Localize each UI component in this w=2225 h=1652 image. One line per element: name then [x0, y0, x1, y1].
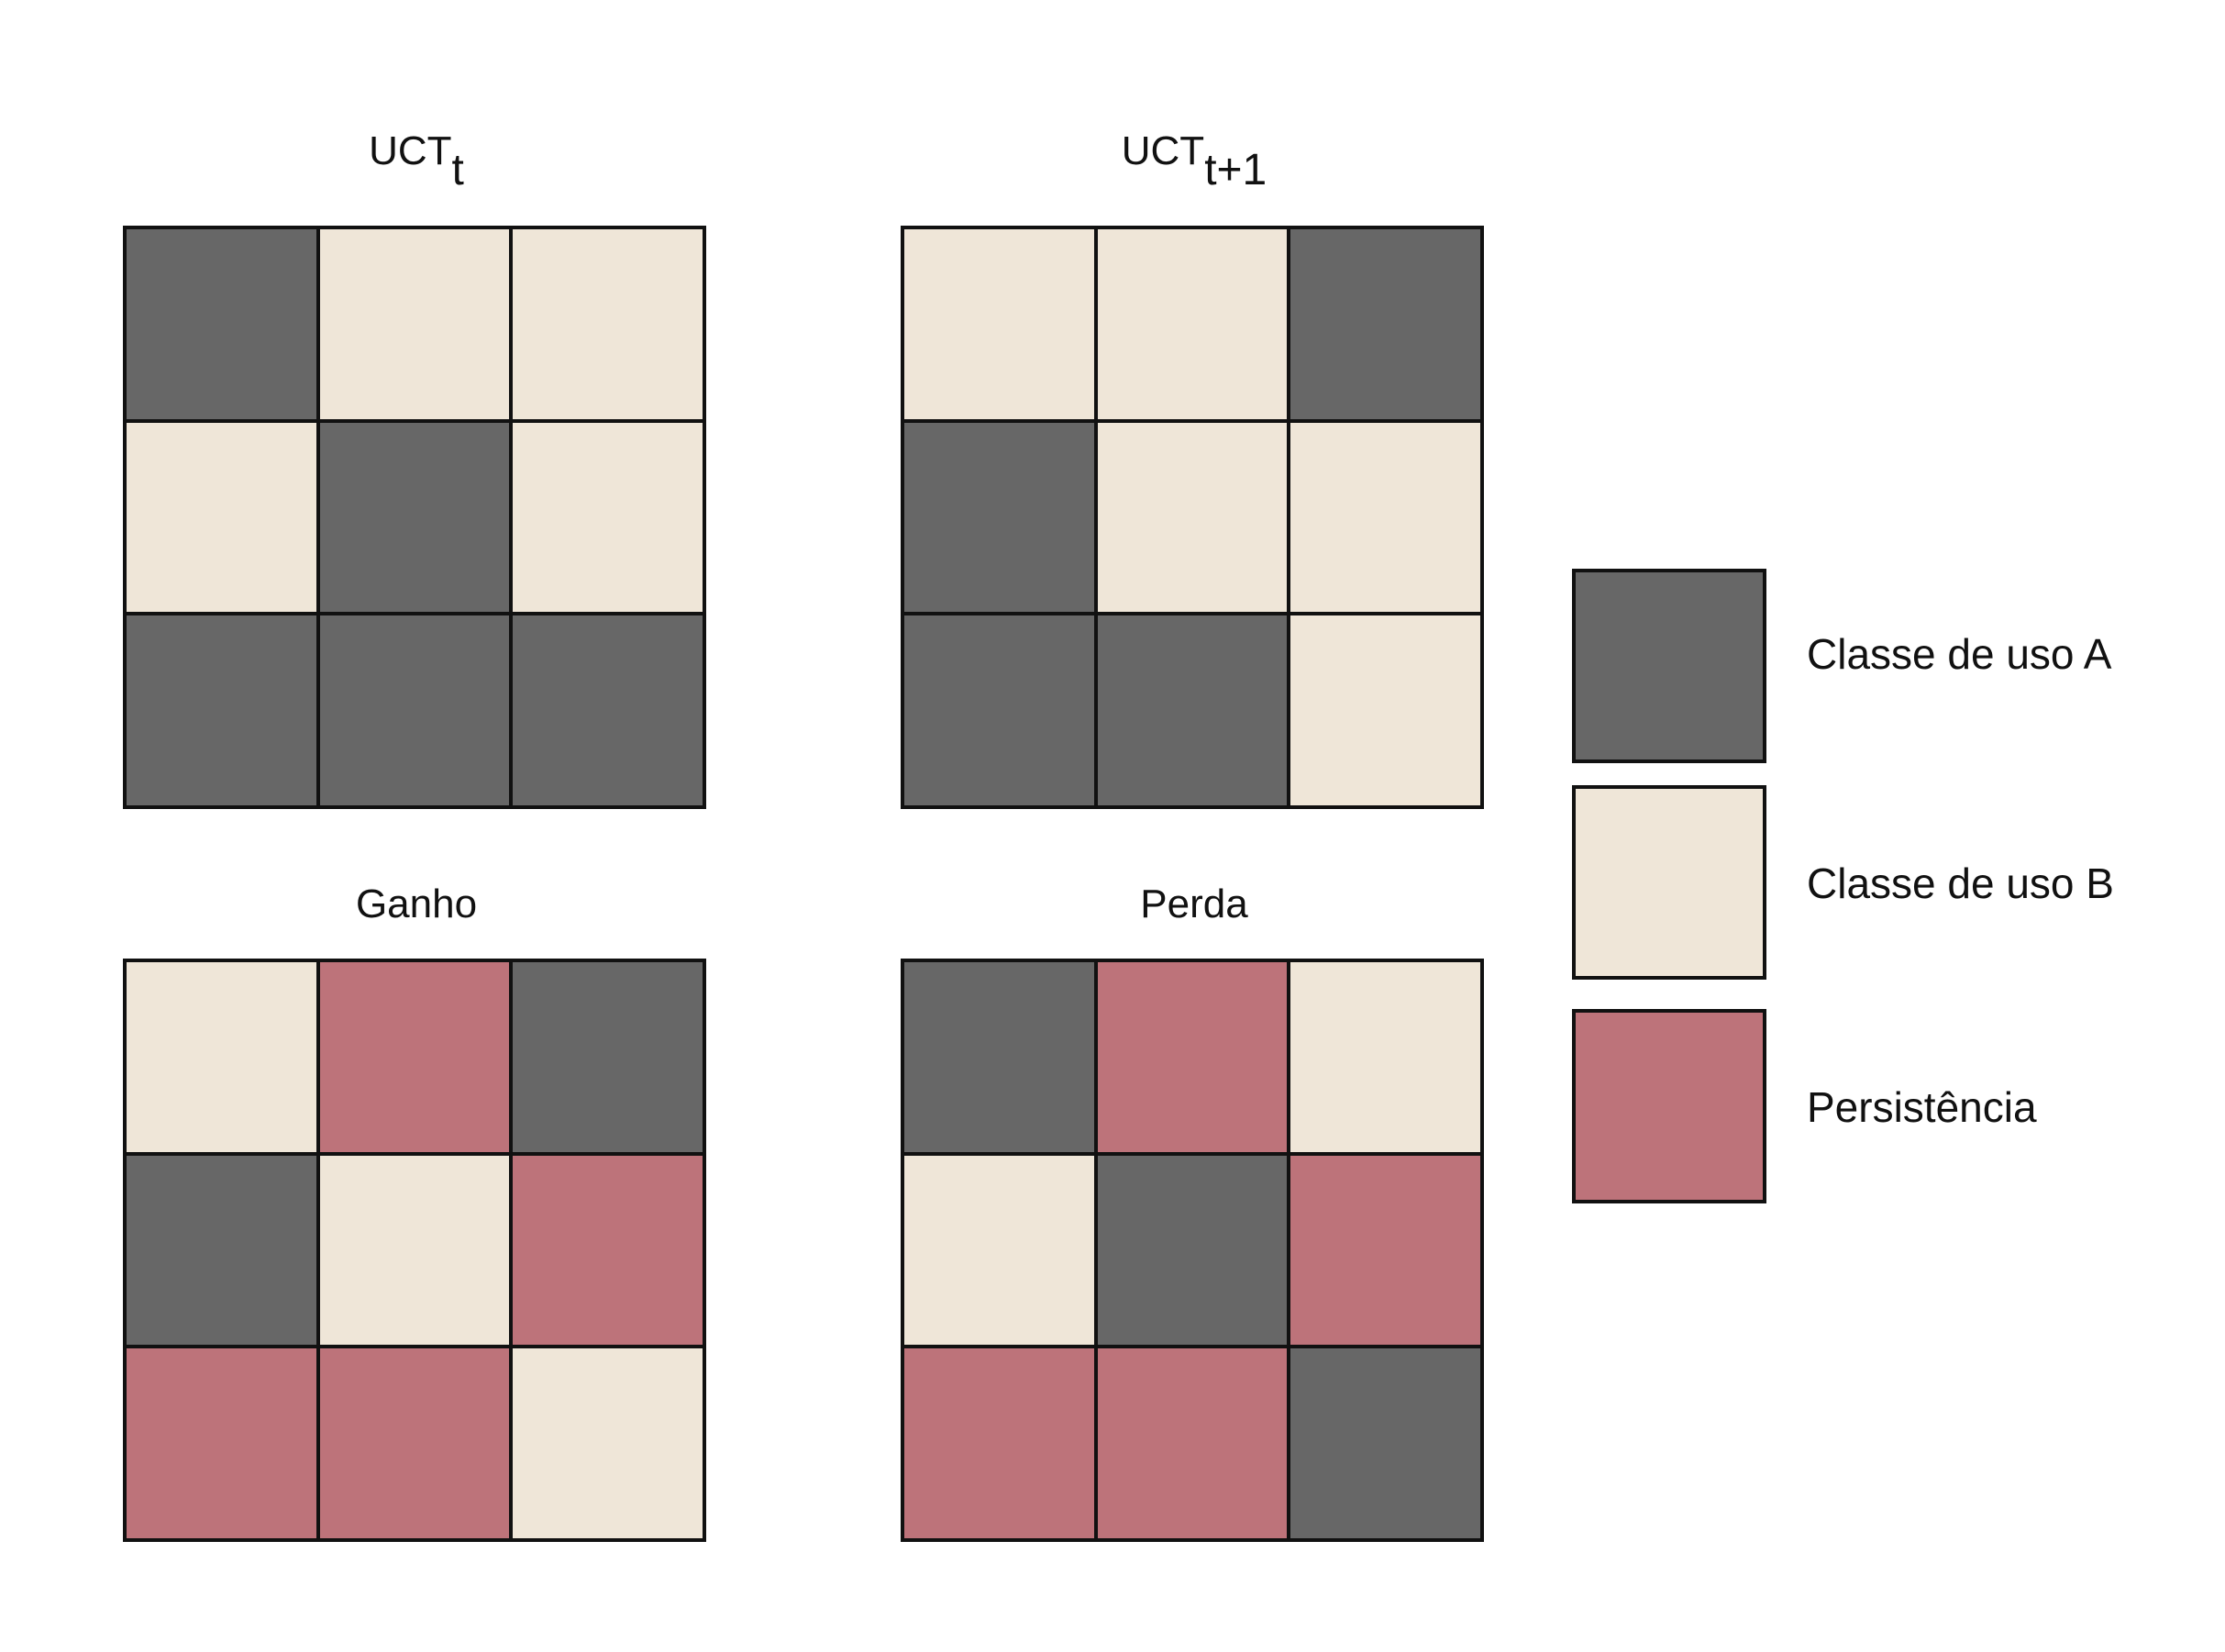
cell-class-a	[1097, 615, 1288, 805]
cell-class-a	[319, 615, 510, 805]
cell-class-b	[1097, 422, 1288, 613]
cell-persistence	[904, 1348, 1094, 1538]
legend-label-class-b: Classe de uso B	[1807, 859, 2114, 907]
panel-title-subscript: t	[451, 146, 464, 194]
panel-title-subscript: t+1	[1204, 146, 1267, 194]
panel-title-uct-t1: UCTt+1	[902, 128, 1486, 193]
cell-class-a	[127, 229, 316, 419]
cell-persistence	[319, 962, 510, 1152]
cell-persistence	[319, 1348, 510, 1538]
cell-class-b	[904, 229, 1094, 419]
grid-perda	[901, 959, 1484, 1542]
legend-swatch-class-b	[1572, 785, 1766, 980]
cell-class-b	[319, 1155, 510, 1346]
cell-class-a	[1097, 1155, 1288, 1346]
cell-class-b	[1290, 615, 1480, 805]
cell-class-b	[513, 229, 703, 419]
cell-class-b	[1290, 962, 1480, 1152]
cell-class-b	[127, 422, 316, 613]
cell-persistence	[1290, 1155, 1480, 1346]
panel-title-perda: Perda	[902, 884, 1486, 925]
cell-class-a	[319, 422, 510, 613]
cell-class-a	[127, 1155, 316, 1346]
panel-title-uct-t: UCTt	[125, 128, 708, 193]
panel-title-text: UCT	[1121, 128, 1205, 173]
legend-label-class-a: Classe de uso A	[1807, 630, 2112, 678]
cell-persistence	[127, 1348, 316, 1538]
legend-label-persistence: Persistência	[1807, 1083, 2037, 1131]
cell-persistence	[1097, 1348, 1288, 1538]
grid-uct-t	[123, 226, 706, 809]
legend-swatch-persistence	[1572, 1009, 1766, 1203]
cell-class-a	[1290, 229, 1480, 419]
cell-class-b	[513, 422, 703, 613]
cell-class-a	[127, 615, 316, 805]
panel-title-ganho: Ganho	[125, 884, 708, 925]
cell-class-a	[513, 615, 703, 805]
cell-persistence	[1097, 962, 1288, 1152]
cell-persistence	[513, 1155, 703, 1346]
cell-class-a	[904, 615, 1094, 805]
cell-class-b	[1097, 229, 1288, 419]
cell-class-b	[127, 962, 316, 1152]
panel-title-text: UCT	[369, 128, 452, 173]
cell-class-b	[904, 1155, 1094, 1346]
grid-uct-t1	[901, 226, 1484, 809]
grid-ganho	[123, 959, 706, 1542]
panel-title-text: Perda	[1140, 881, 1248, 926]
cell-class-b	[1290, 422, 1480, 613]
cell-class-b	[513, 1348, 703, 1538]
cell-class-a	[904, 962, 1094, 1152]
cell-class-a	[1290, 1348, 1480, 1538]
panel-title-text: Ganho	[355, 881, 478, 926]
legend-swatch-class-a	[1572, 569, 1766, 763]
cell-class-a	[904, 422, 1094, 613]
cell-class-a	[513, 962, 703, 1152]
cell-class-b	[319, 229, 510, 419]
